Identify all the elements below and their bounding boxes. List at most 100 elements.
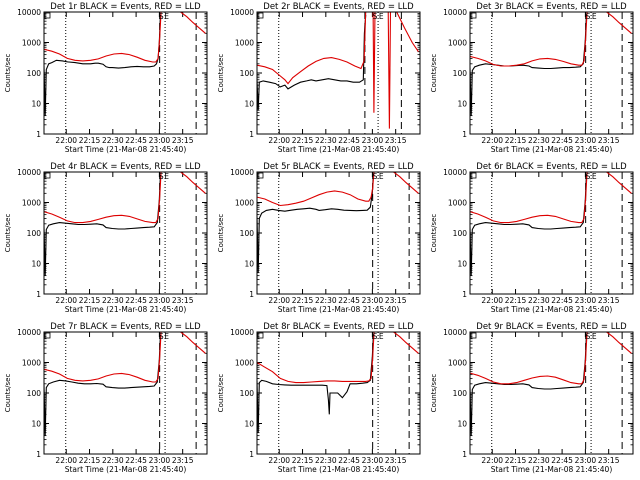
- x-tick-label: 22:15: [79, 136, 101, 145]
- x-tick-label: 22:15: [505, 456, 527, 465]
- plot-frame: [469, 11, 634, 135]
- y-tick-label: 1000: [448, 199, 467, 208]
- lld-series-line: [470, 172, 632, 224]
- corner-box: [257, 172, 264, 179]
- chart-title: Det 2r BLACK = Events, RED = LLD: [263, 2, 414, 12]
- y-tick-label: 10: [244, 100, 254, 109]
- chart-panel-1: Det 1r BLACK = Events, RED = LLD Counts/s…: [4, 2, 208, 154]
- x-tick-label: 22:45: [551, 296, 573, 305]
- x-tick-label: 23:00: [149, 296, 171, 305]
- chart-title: Det 9r BLACK = Events, RED = LLD: [476, 322, 627, 332]
- y-tick-label: 100: [453, 389, 468, 398]
- events-series-line: [257, 14, 367, 111]
- y-tick-label: 100: [453, 229, 468, 238]
- end-marker: E: [379, 172, 384, 181]
- plot-frame: [256, 331, 421, 455]
- x-tick-label: 22:00: [268, 296, 290, 305]
- x-tick-label: 22:30: [315, 456, 337, 465]
- x-axis-label: Start Time (21-Mar-08 21:45:40): [491, 465, 613, 474]
- y-tick-label: 1: [249, 450, 254, 459]
- lld-series-line: [44, 172, 206, 224]
- x-tick-label: 23:00: [575, 456, 597, 465]
- y-tick-label: 10: [244, 420, 254, 429]
- x-tick-label: 23:00: [149, 456, 171, 465]
- y-axis-label: Counts/sec: [430, 374, 438, 413]
- start-marker: S: [373, 12, 378, 21]
- plot-frame: [469, 331, 634, 455]
- x-tick-label: 22:30: [315, 296, 337, 305]
- x-tick-label: 22:30: [315, 136, 337, 145]
- x-tick-label: 22:30: [102, 136, 124, 145]
- x-tick-label: 22:30: [102, 456, 124, 465]
- y-tick-label: 10000: [17, 8, 41, 17]
- x-tick-label: 22:30: [528, 456, 550, 465]
- end-marker: E: [592, 172, 597, 181]
- chart-title: Det 3r BLACK = Events, RED = LLD: [476, 2, 627, 12]
- plot-frame: [43, 171, 208, 295]
- x-tick-label: 23:00: [149, 136, 171, 145]
- events-series-line: [44, 334, 161, 436]
- lld-series-line: [257, 332, 419, 384]
- y-tick-label: 1: [36, 290, 41, 299]
- y-tick-label: 10: [457, 420, 467, 429]
- x-tick-label: 22:15: [505, 136, 527, 145]
- x-tick-label: 22:15: [505, 296, 527, 305]
- x-tick-label: 23:00: [362, 456, 384, 465]
- y-tick-label: 1000: [448, 359, 467, 368]
- corner-box: [44, 12, 51, 19]
- x-tick-label: 23:00: [575, 136, 597, 145]
- y-axis-label: Counts/sec: [4, 374, 12, 413]
- chart-panel-5: Det 5r BLACK = Events, RED = LLD Counts/s…: [217, 162, 421, 314]
- x-tick-label: 22:00: [55, 136, 77, 145]
- start-marker: S: [159, 172, 164, 181]
- x-tick-label: 23:15: [385, 456, 407, 465]
- lld-series-line: [257, 172, 419, 207]
- corner-box: [470, 332, 477, 339]
- events-series-line: [470, 14, 587, 116]
- x-tick-label: 22:45: [125, 296, 147, 305]
- x-tick-label: 22:30: [528, 296, 550, 305]
- y-tick-label: 1: [462, 450, 467, 459]
- end-marker: E: [379, 12, 384, 21]
- x-tick-label: 22:00: [55, 296, 77, 305]
- y-tick-label: 100: [240, 389, 255, 398]
- corner-box: [470, 172, 477, 179]
- y-axis-label: Counts/sec: [4, 214, 12, 253]
- events-series-line: [44, 14, 161, 116]
- x-axis-label: Start Time (21-Mar-08 21:45:40): [65, 145, 187, 154]
- y-tick-label: 10000: [443, 168, 467, 177]
- y-tick-label: 1: [36, 130, 41, 139]
- y-tick-label: 1: [36, 450, 41, 459]
- end-marker: E: [164, 172, 169, 181]
- y-tick-label: 10000: [230, 8, 254, 17]
- y-tick-label: 100: [27, 229, 42, 238]
- x-tick-label: 22:00: [481, 136, 503, 145]
- y-tick-label: 10000: [17, 328, 41, 337]
- events-series-line: [44, 174, 161, 276]
- x-tick-label: 22:30: [528, 136, 550, 145]
- x-tick-label: 22:45: [338, 136, 360, 145]
- x-tick-label: 22:00: [481, 296, 503, 305]
- start-marker: S: [373, 172, 378, 181]
- y-tick-label: 10000: [230, 328, 254, 337]
- x-axis-label: Start Time (21-Mar-08 21:45:40): [278, 305, 400, 314]
- corner-box: [257, 12, 264, 19]
- y-tick-label: 10: [457, 100, 467, 109]
- plot-frame: [256, 11, 421, 135]
- start-marker: S: [586, 332, 591, 341]
- x-tick-label: 23:00: [362, 296, 384, 305]
- end-marker: E: [592, 332, 597, 341]
- x-tick-label: 23:15: [172, 136, 194, 145]
- x-axis-label: Start Time (21-Mar-08 21:45:40): [491, 145, 613, 154]
- x-tick-label: 23:15: [598, 456, 620, 465]
- x-tick-label: 22:30: [102, 296, 124, 305]
- y-tick-label: 10000: [230, 168, 254, 177]
- x-tick-label: 23:00: [362, 136, 384, 145]
- corner-box: [44, 332, 51, 339]
- y-tick-label: 1: [249, 130, 254, 139]
- x-tick-label: 23:15: [172, 456, 194, 465]
- y-tick-label: 1: [249, 290, 254, 299]
- start-marker: S: [586, 172, 591, 181]
- x-tick-label: 22:45: [338, 296, 360, 305]
